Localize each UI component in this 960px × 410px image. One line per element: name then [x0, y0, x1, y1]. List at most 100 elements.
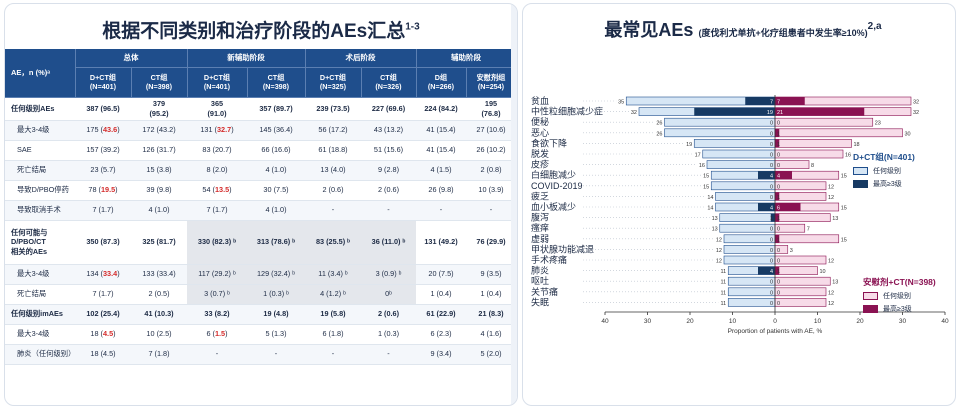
bar-ct-grade3	[775, 266, 780, 275]
common-aes-panel: 最常见AEs (度伐利尤单抗+化疗组患者中发生率≥10%)2,a 贫血 35 7 7 3…	[522, 3, 956, 406]
category-label: 手术疼痛	[531, 254, 567, 265]
column-header: CT组 (N=398)	[131, 67, 188, 98]
table-cell: 6 (1.8)	[305, 324, 361, 345]
data-label-dct-any: 17	[695, 153, 701, 159]
table-cell: 5 (1.3)	[247, 324, 305, 345]
data-label-dct-any: 32	[631, 110, 637, 116]
table-cell: 4 (1.6)	[466, 324, 516, 345]
data-label-dct-grade3: 19	[767, 110, 773, 116]
data-label-dct-grade3: 4	[770, 174, 773, 180]
data-label-dct-any: 16	[699, 163, 705, 169]
legend-dct-g3-swatch	[853, 180, 868, 188]
row-label: 死亡结局	[5, 160, 75, 181]
table-cell: 239 (73.5)	[305, 97, 361, 121]
data-label-ct-grade3: 1	[777, 131, 780, 137]
bar-dct-any	[715, 192, 776, 201]
data-label-ct-grade3: 1	[777, 142, 780, 148]
table-cell: 145 (36.4)	[247, 120, 305, 141]
data-label-dct-grade3: 0	[770, 227, 773, 233]
bar-dct-any	[727, 298, 776, 307]
table-cell: 10 (2.5)	[131, 324, 187, 345]
table-cell: 133 (33.4)	[131, 264, 187, 285]
data-label-dct-grade3: 0	[770, 131, 773, 137]
ae-summary-title: 根据不同类别和治疗阶段的AEs汇总1-3	[5, 16, 517, 43]
legend-ct-g3-swatch	[863, 305, 878, 313]
data-label-ct-any: 18	[854, 142, 860, 148]
data-label-dct-any: 26	[656, 121, 662, 127]
legend-dct-any: 任何级别	[853, 166, 915, 176]
table-cell: 4 (1.0)	[131, 200, 187, 221]
table-cell: 19 (4.8)	[247, 304, 305, 325]
data-label-dct-grade3: 0	[770, 259, 773, 265]
data-label-ct-any: 15	[841, 206, 847, 212]
column-header: CT组 (N=326)	[361, 67, 417, 98]
data-label-dct-grade3: 0	[770, 184, 773, 190]
red-highlight: 4.5	[102, 329, 114, 339]
table-row: 任何可能与 D/PBO/CT 相关的AEs 350 (87.3) 325 (81.7) 3…	[5, 220, 516, 265]
bar-dct-any	[664, 128, 776, 138]
category-label: 瘙痒	[531, 222, 549, 233]
row-label: SAE	[5, 140, 75, 161]
data-label-dct-grade3: 0	[770, 163, 773, 169]
bar-ct-any	[774, 287, 827, 297]
table-cell: 20 (7.5)	[416, 264, 466, 285]
table-cell: 6 (2.3)	[416, 324, 466, 345]
common-aes-subtitle: (度伐利尤单抗+化疗组患者中发生率≥10%)	[698, 28, 868, 38]
table-cell: 33 (8.2)	[187, 304, 247, 325]
bar-ct-grade3	[775, 203, 801, 211]
common-aes-title-sup: 2,a	[867, 21, 882, 32]
data-label-dct-any: 14	[707, 195, 713, 201]
data-label-dct-grade3: 4	[770, 206, 773, 212]
data-label-ct-grade3: 0	[777, 121, 780, 127]
table-cell: 54 (13.5)	[187, 180, 247, 201]
data-label-ct-any: 23	[875, 121, 881, 127]
bar-ct-grade3	[775, 171, 792, 180]
table-cell: 157 (39.2)	[75, 140, 131, 161]
table-row: 最大3-4级 18 (4.5) 10 (2.5) 6 (1.5) 5 (1.3) 6 (1…	[5, 324, 516, 345]
data-label-ct-any: 12	[828, 259, 834, 265]
data-label-dct-grade3: 0	[770, 121, 773, 127]
category-label: 虚弱	[531, 233, 549, 244]
category-label: 脱发	[531, 148, 549, 159]
table-cell: 357 (89.7)	[247, 97, 305, 121]
bar-dct-grade3	[770, 213, 775, 222]
category-label: 恶心	[531, 128, 549, 138]
table-cell: 41 (15.4)	[416, 140, 466, 161]
table-row: 最大3-4级 175 (43.6) 172 (43.2) 131 (32.7) 145 …	[5, 120, 516, 141]
data-label-dct-grade3: 0	[770, 142, 773, 148]
table-cell: -	[187, 344, 247, 365]
table-cell: 3 (0.9) ᵇ	[361, 264, 416, 285]
table-cell: 131 (32.7)	[187, 120, 247, 141]
data-label-dct-grade3: 0	[770, 301, 773, 307]
bar-dct-any	[702, 149, 776, 159]
header-ae-n: AE，n (%)ᵃ	[5, 49, 76, 98]
data-label-ct-grade3: 1	[777, 216, 780, 222]
data-label-ct-any: 12	[828, 301, 834, 307]
data-label-dct-any: 11	[721, 280, 727, 286]
table-cell: 18 (4.5)	[75, 324, 131, 345]
legend-ct: 安慰剂+CT(N=398) 任何级别 最高≥3级	[863, 276, 936, 314]
group-header: 术后阶段	[305, 49, 417, 68]
bar-ct-grade3	[775, 139, 780, 148]
red-highlight: 1.5	[214, 329, 226, 339]
table-cell: 129 (32.4) ᵇ	[247, 264, 305, 285]
bar-dct-any	[710, 181, 776, 191]
bar-dct-any	[723, 245, 776, 254]
x-tick-label: 10	[814, 318, 822, 325]
ae-summary-panel: 根据不同类别和治疗阶段的AEs汇总1-3 AE，n (%)ᵃ 总体 新辅助阶段 术后阶…	[4, 3, 518, 406]
data-label-ct-any: 7	[807, 227, 810, 233]
table-cell: 195 (76.8)	[466, 97, 516, 121]
table-cell: 2 (0.8)	[466, 160, 516, 181]
table-cell: 30 (7.5)	[247, 180, 305, 201]
data-label-dct-any: 11	[721, 269, 727, 275]
table-cell: 227 (69.6)	[361, 97, 416, 121]
ae-summary-table: AE，n (%)ᵃ 总体 新辅助阶段 术后阶段 辅助阶段 D+CT组 (N=401) CT组…	[5, 49, 517, 365]
table-cell: 0ᵇ	[361, 284, 416, 305]
table-cell: 9 (3.5)	[466, 264, 516, 285]
data-label-ct-grade3: 0	[777, 290, 780, 296]
table-cell: 76 (29.9)	[466, 220, 516, 265]
table-cell: 15 (3.8)	[131, 160, 187, 181]
table-cell: 1 (0.4)	[416, 284, 466, 305]
bar-dct-any	[719, 223, 776, 233]
